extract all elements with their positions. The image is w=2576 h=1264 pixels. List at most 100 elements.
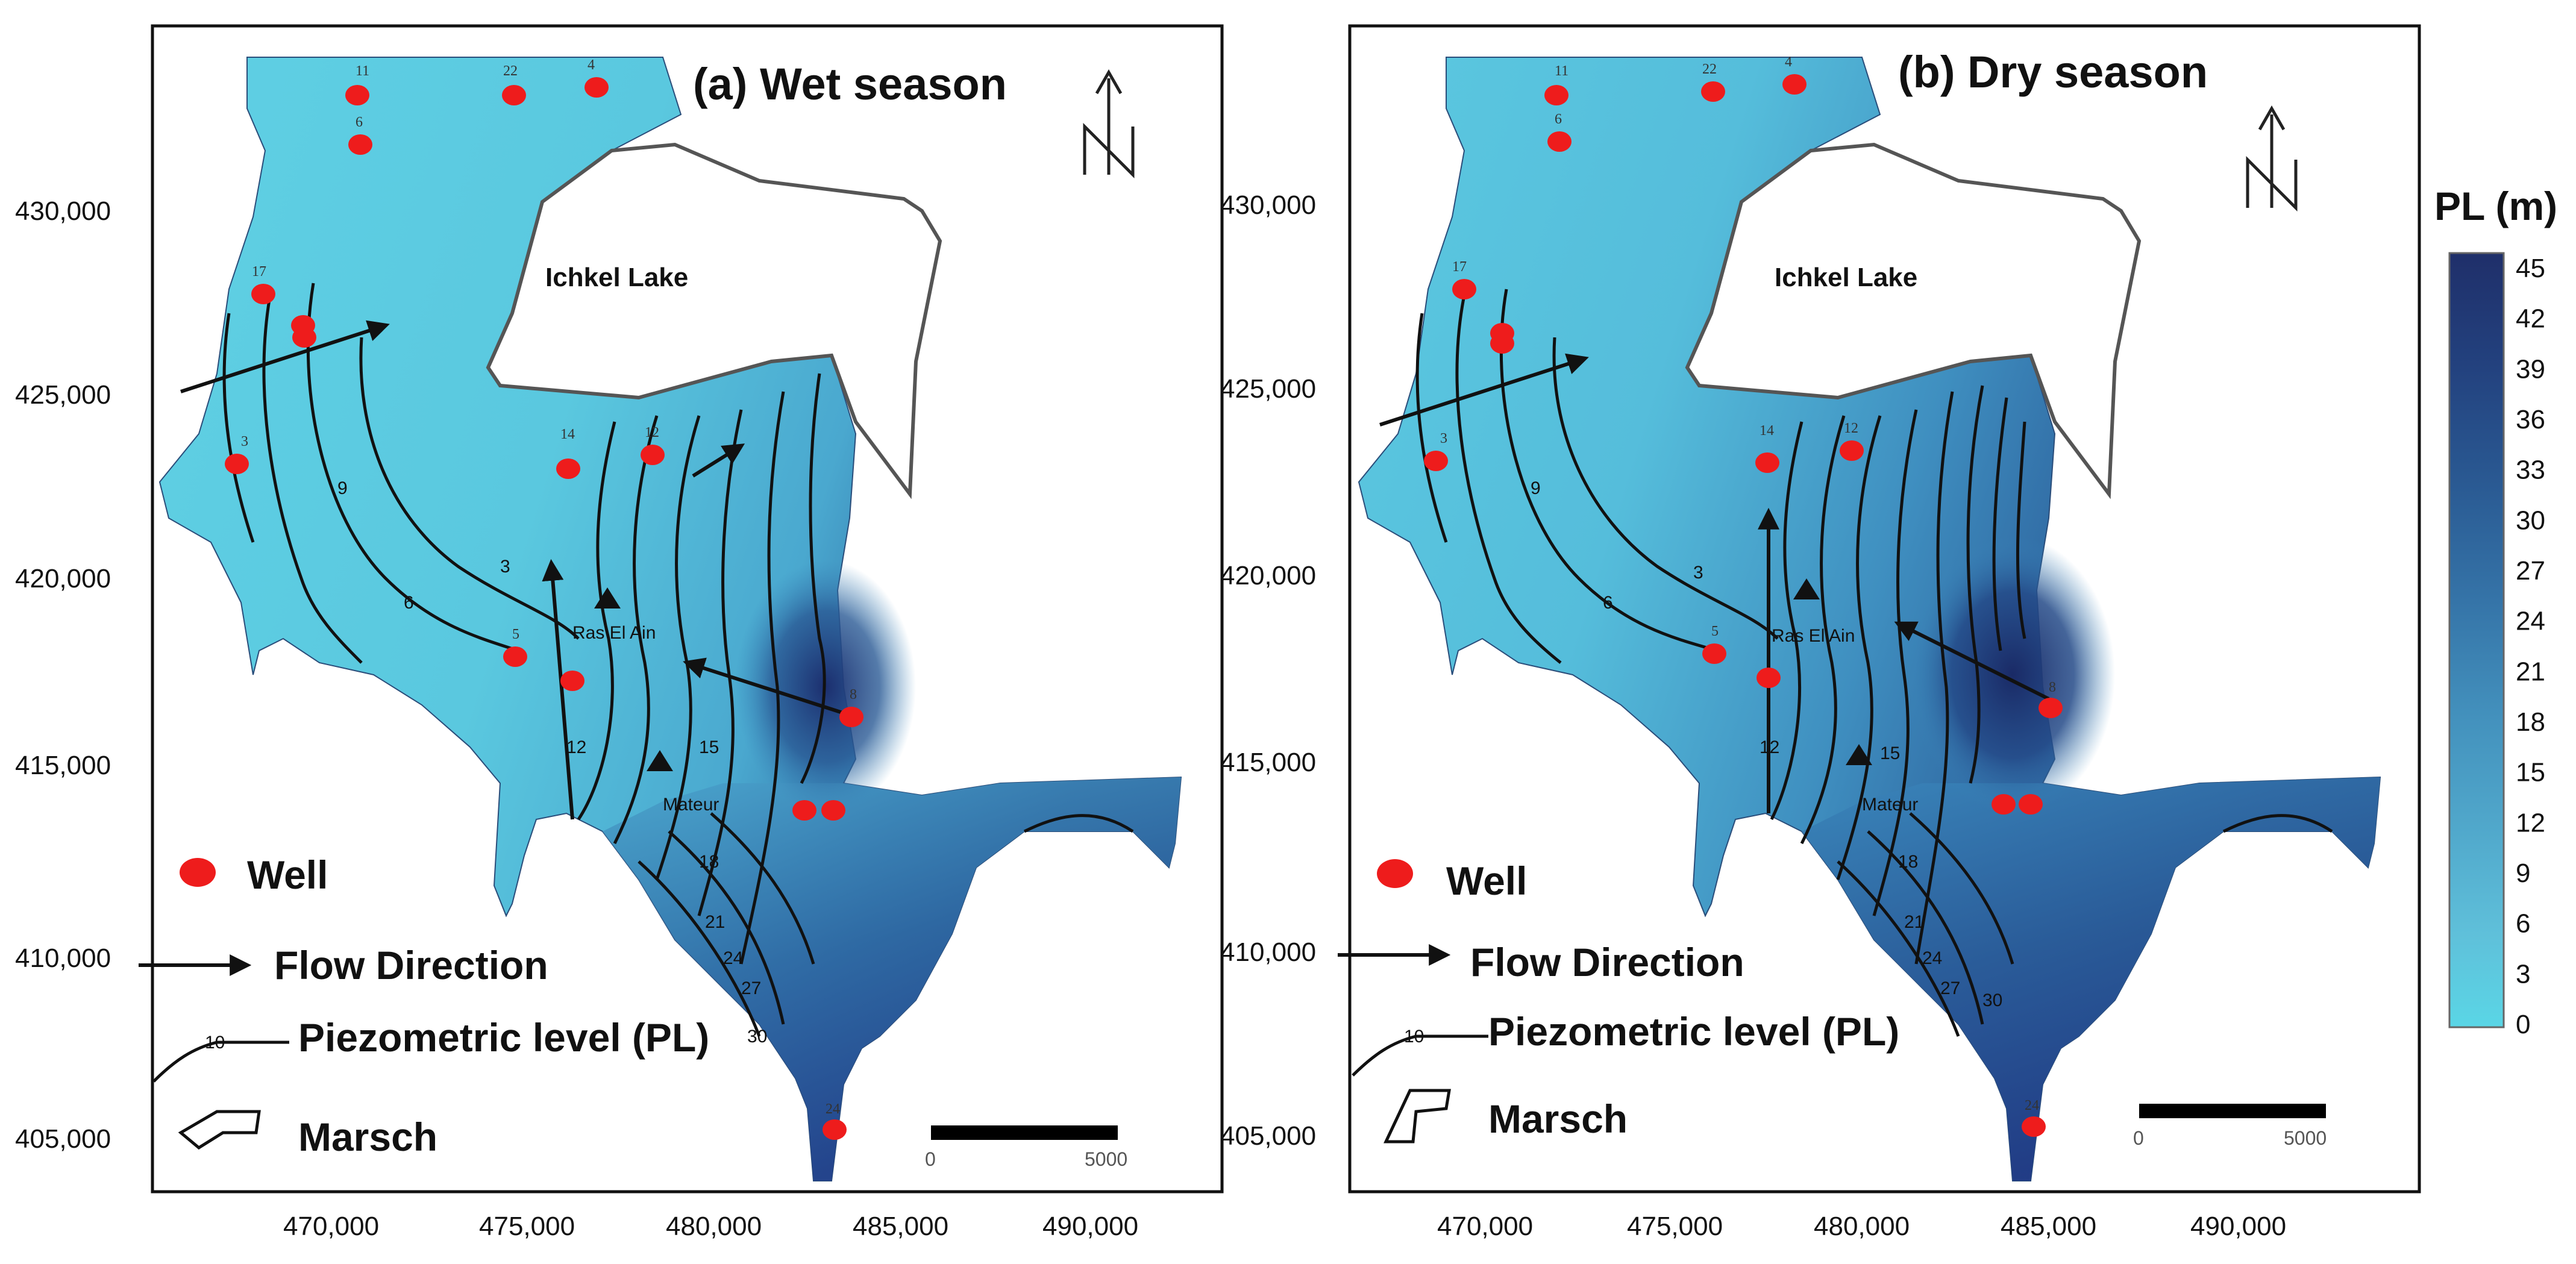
well-id: 12 bbox=[645, 425, 659, 440]
well-marker bbox=[1424, 451, 1448, 471]
well-id: 22 bbox=[503, 63, 518, 79]
well-marker bbox=[641, 445, 665, 465]
svg-text:15: 15 bbox=[699, 737, 719, 757]
well-marker bbox=[2039, 698, 2063, 718]
town-marker bbox=[1793, 578, 1820, 599]
colorbar-tick-label: 12 bbox=[2516, 808, 2545, 837]
well-marker bbox=[1701, 81, 1725, 102]
colorbar-tick-label: 36 bbox=[2516, 405, 2545, 434]
svg-text:0: 0 bbox=[2133, 1127, 2144, 1149]
well-id: 12 bbox=[1844, 421, 1858, 436]
x-tick-label: 475,000 bbox=[479, 1212, 575, 1241]
legend-marsch-icon bbox=[1384, 1089, 1451, 1144]
svg-text:30: 30 bbox=[747, 1027, 767, 1047]
wells bbox=[225, 77, 863, 1140]
contour-labels: 3 6 9 12 15 18 21 24 27 30 bbox=[337, 478, 767, 1047]
svg-text:18: 18 bbox=[699, 852, 719, 872]
y-tick-label: 420,000 bbox=[15, 564, 111, 593]
x-tick-label: 470,000 bbox=[1437, 1212, 1533, 1241]
y-tick-label: 405,000 bbox=[15, 1124, 111, 1154]
well-id: 6 bbox=[356, 114, 363, 130]
x-tick-label: 490,000 bbox=[2190, 1212, 2286, 1241]
lake-label: Ichkel Lake bbox=[1775, 263, 1917, 292]
y-tick-label: 430,000 bbox=[15, 196, 111, 226]
aquifer-south bbox=[1802, 777, 2380, 1181]
flow-arrows bbox=[1379, 353, 2050, 813]
y-tick-label: 430,000 bbox=[1220, 190, 1316, 220]
well-marker bbox=[560, 671, 584, 691]
well-marker bbox=[823, 1119, 847, 1140]
aquifer-south bbox=[603, 777, 1181, 1181]
colorbar-tick-label: 15 bbox=[2516, 758, 2545, 787]
well-marker bbox=[225, 454, 249, 474]
legend-well-label: Well bbox=[1446, 859, 1527, 903]
x-tick-label: 485,000 bbox=[853, 1212, 948, 1241]
x-tick-label: 485,000 bbox=[2001, 1212, 2096, 1241]
colorbar-tick-label: 45 bbox=[2516, 254, 2545, 283]
y-tick-label: 410,000 bbox=[1220, 937, 1316, 967]
well-id: 14 bbox=[560, 427, 575, 442]
panel-wet: Ras El Ain Mateur 11 22 4 6 17 bbox=[15, 24, 1224, 1241]
lake-label: Ichkel Lake bbox=[545, 263, 688, 292]
well-id: 11 bbox=[1555, 63, 1568, 79]
legend-marsch-label: Marsch bbox=[1488, 1097, 1628, 1141]
well-marker bbox=[584, 77, 609, 98]
well-marker bbox=[1452, 279, 1476, 299]
y-tick-label: 425,000 bbox=[1220, 374, 1316, 404]
panel-frame bbox=[1348, 24, 2421, 1194]
well-marker bbox=[1544, 85, 1568, 105]
colorbar-tick-label: 9 bbox=[2516, 859, 2530, 888]
well-id: 5 bbox=[512, 627, 519, 642]
town-label: Ras El Ain bbox=[1772, 626, 1855, 646]
svg-text:21: 21 bbox=[1904, 912, 1924, 932]
legend-marsch-icon bbox=[178, 1110, 261, 1150]
well-marker bbox=[2019, 794, 2043, 815]
wells bbox=[1424, 74, 2063, 1137]
town-label: Mateur bbox=[1862, 795, 1918, 815]
well-ids: 11 22 4 6 17 3 14 12 5 8 24 bbox=[241, 57, 857, 1117]
legend-well-icon bbox=[1377, 859, 1413, 888]
colorbar-tick-label: 39 bbox=[2516, 354, 2545, 384]
panel-title: (a) Wet season bbox=[693, 59, 1007, 109]
svg-text:0: 0 bbox=[925, 1148, 936, 1170]
well-id: 3 bbox=[241, 434, 248, 449]
contour-lines bbox=[1415, 289, 2333, 1037]
legend-pl-icon bbox=[1352, 1034, 1488, 1077]
x-tick-label: 480,000 bbox=[666, 1212, 762, 1241]
ichkel-lake bbox=[1685, 142, 2142, 499]
svg-text:3: 3 bbox=[1693, 563, 1703, 583]
well-id: 24 bbox=[2025, 1098, 2039, 1113]
panel-dry: Ras El Ain Mateur 11 22 4 6 17 3 bbox=[1220, 24, 2421, 1241]
svg-text:21: 21 bbox=[705, 912, 725, 932]
x-tick-label: 470,000 bbox=[283, 1212, 379, 1241]
x-axis-labels: 470,000 475,000 480,000 485,000 490,000 bbox=[283, 1212, 1138, 1241]
y-tick-label: 420,000 bbox=[1220, 561, 1316, 590]
cone-of-depression bbox=[1910, 536, 2115, 813]
well-id: 8 bbox=[850, 687, 857, 702]
y-tick-label: 405,000 bbox=[1220, 1121, 1316, 1151]
svg-text:18: 18 bbox=[1898, 852, 1918, 872]
well-marker bbox=[792, 800, 816, 821]
well-ids: 11 22 4 6 17 3 14 12 5 8 24 bbox=[1440, 54, 2056, 1113]
well-id: 24 bbox=[826, 1101, 840, 1117]
well-marker bbox=[1782, 74, 1807, 95]
svg-text:6: 6 bbox=[1603, 593, 1613, 613]
legend: Well Flow Direction 10 Piezometric level… bbox=[1338, 859, 1899, 1144]
y-axis-labels: 430,000 425,000 420,000 415,000 410,000 … bbox=[15, 196, 111, 1154]
scale-bar: 0 5000 bbox=[2133, 1104, 2327, 1149]
svg-text:15: 15 bbox=[1880, 743, 1900, 763]
svg-text:9: 9 bbox=[1531, 478, 1541, 498]
colorbar-tick-label: 6 bbox=[2516, 909, 2530, 939]
legend: Well Flow Direction 10 Piezometric level… bbox=[139, 853, 709, 1159]
svg-text:5000: 5000 bbox=[2284, 1127, 2327, 1149]
colorbar-tick-label: 18 bbox=[2516, 707, 2545, 737]
y-tick-label: 415,000 bbox=[1220, 748, 1316, 777]
ichkel-lake bbox=[486, 142, 942, 499]
legend-marsch-label: Marsch bbox=[298, 1115, 437, 1159]
town-marker bbox=[647, 750, 673, 771]
legend-well-label: Well bbox=[247, 853, 328, 897]
well-id: 14 bbox=[1760, 423, 1774, 439]
colorbar-title: PL (m) bbox=[2434, 184, 2557, 228]
